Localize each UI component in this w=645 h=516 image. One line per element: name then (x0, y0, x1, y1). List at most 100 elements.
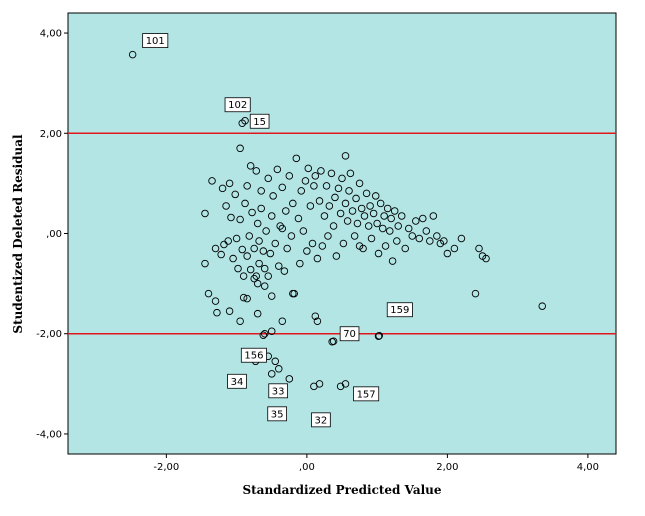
data-point (303, 247, 311, 255)
point-label-box (224, 97, 251, 113)
x-tick-label: ,00 (299, 462, 315, 473)
data-point (257, 204, 265, 213)
data-point (350, 232, 359, 240)
data-point (211, 297, 220, 305)
data-point (289, 199, 297, 208)
data-point (471, 289, 480, 298)
data-point (381, 242, 390, 250)
data-point (412, 217, 420, 225)
data-point (343, 217, 352, 225)
point-label-34: 34 (227, 373, 247, 389)
point-label-32: 32 (311, 412, 331, 428)
point-label-101: 101 (142, 33, 169, 48)
data-point (311, 312, 320, 320)
data-point (289, 289, 297, 298)
data-point (457, 234, 466, 243)
y-tick-label: 2,00 (40, 129, 62, 140)
point-annotations: 101 102 15 159 70 156 157 34 33 35 32 (142, 33, 413, 428)
point-label-text: 156 (244, 351, 263, 362)
data-point (236, 317, 244, 325)
data-point (317, 167, 325, 175)
x-axis: -2,00 ,00 2,00 4,00 (153, 454, 599, 473)
point-label-box (267, 406, 287, 422)
data-point (422, 227, 431, 235)
data-point (227, 213, 235, 222)
y-tick-label: ,00 (46, 229, 62, 240)
point-label-102: 102 (224, 97, 251, 113)
data-point (267, 327, 276, 335)
point-label-70: 70 (339, 326, 360, 342)
data-point (380, 212, 388, 220)
point-label-157: 157 (353, 386, 380, 402)
data-point (419, 214, 427, 223)
data-point (201, 259, 209, 268)
data-point (243, 252, 251, 260)
data-point (325, 202, 334, 210)
data-point (208, 177, 216, 185)
data-point (238, 245, 246, 254)
data-point (327, 169, 336, 178)
point-label-text: 102 (228, 100, 247, 111)
point-label-33: 33 (268, 383, 288, 399)
data-point (250, 244, 258, 253)
data-point (324, 232, 332, 240)
y-axis-title: Studentized Deleted Residual (11, 134, 25, 334)
data-point (264, 272, 272, 280)
data-point (313, 254, 322, 263)
data-point (475, 244, 483, 253)
data-point (266, 249, 275, 258)
data-point (401, 244, 409, 253)
data-point (296, 259, 304, 268)
point-label-box (240, 347, 267, 363)
data-point (238, 119, 246, 127)
data-point (306, 202, 315, 210)
data-point (374, 249, 383, 258)
data-point (373, 219, 381, 228)
data-point (278, 224, 287, 233)
point-label-text: 35 (271, 409, 284, 420)
data-point (355, 179, 364, 188)
data-point (318, 242, 327, 250)
data-point (224, 237, 232, 245)
point-label-156: 156 (240, 347, 267, 363)
x-axis-title: Standardized Predicted Value (242, 483, 441, 497)
data-point (267, 292, 276, 300)
data-point (301, 177, 310, 185)
data-points (128, 50, 546, 391)
data-point (282, 207, 290, 215)
point-label-text: 159 (390, 305, 409, 316)
data-point (252, 167, 261, 175)
data-point (415, 234, 424, 243)
data-point (388, 257, 397, 265)
point-label-text: 15 (253, 117, 266, 128)
data-point (239, 293, 248, 302)
data-point (336, 209, 345, 218)
data-point (357, 204, 366, 213)
data-point (264, 174, 272, 183)
point-label-box (268, 383, 288, 399)
data-point (267, 212, 276, 220)
data-point (364, 222, 373, 230)
data-point (346, 169, 355, 178)
data-point (329, 222, 338, 230)
data-point (267, 370, 276, 378)
data-point (252, 272, 261, 280)
data-point (248, 208, 256, 217)
data-point (297, 187, 306, 195)
data-point (386, 227, 394, 235)
point-label-35: 35 (267, 406, 287, 422)
point-label-text: 32 (315, 415, 328, 426)
data-point (345, 187, 353, 195)
data-point (341, 380, 350, 388)
data-point (313, 317, 322, 325)
data-point (304, 164, 313, 173)
data-point (367, 234, 376, 243)
data-point (213, 308, 221, 317)
data-point (331, 193, 339, 202)
data-point (353, 219, 362, 228)
data-point (310, 182, 318, 190)
data-point (201, 209, 209, 218)
data-point (218, 184, 227, 193)
data-point (336, 382, 345, 391)
data-point (253, 309, 262, 318)
